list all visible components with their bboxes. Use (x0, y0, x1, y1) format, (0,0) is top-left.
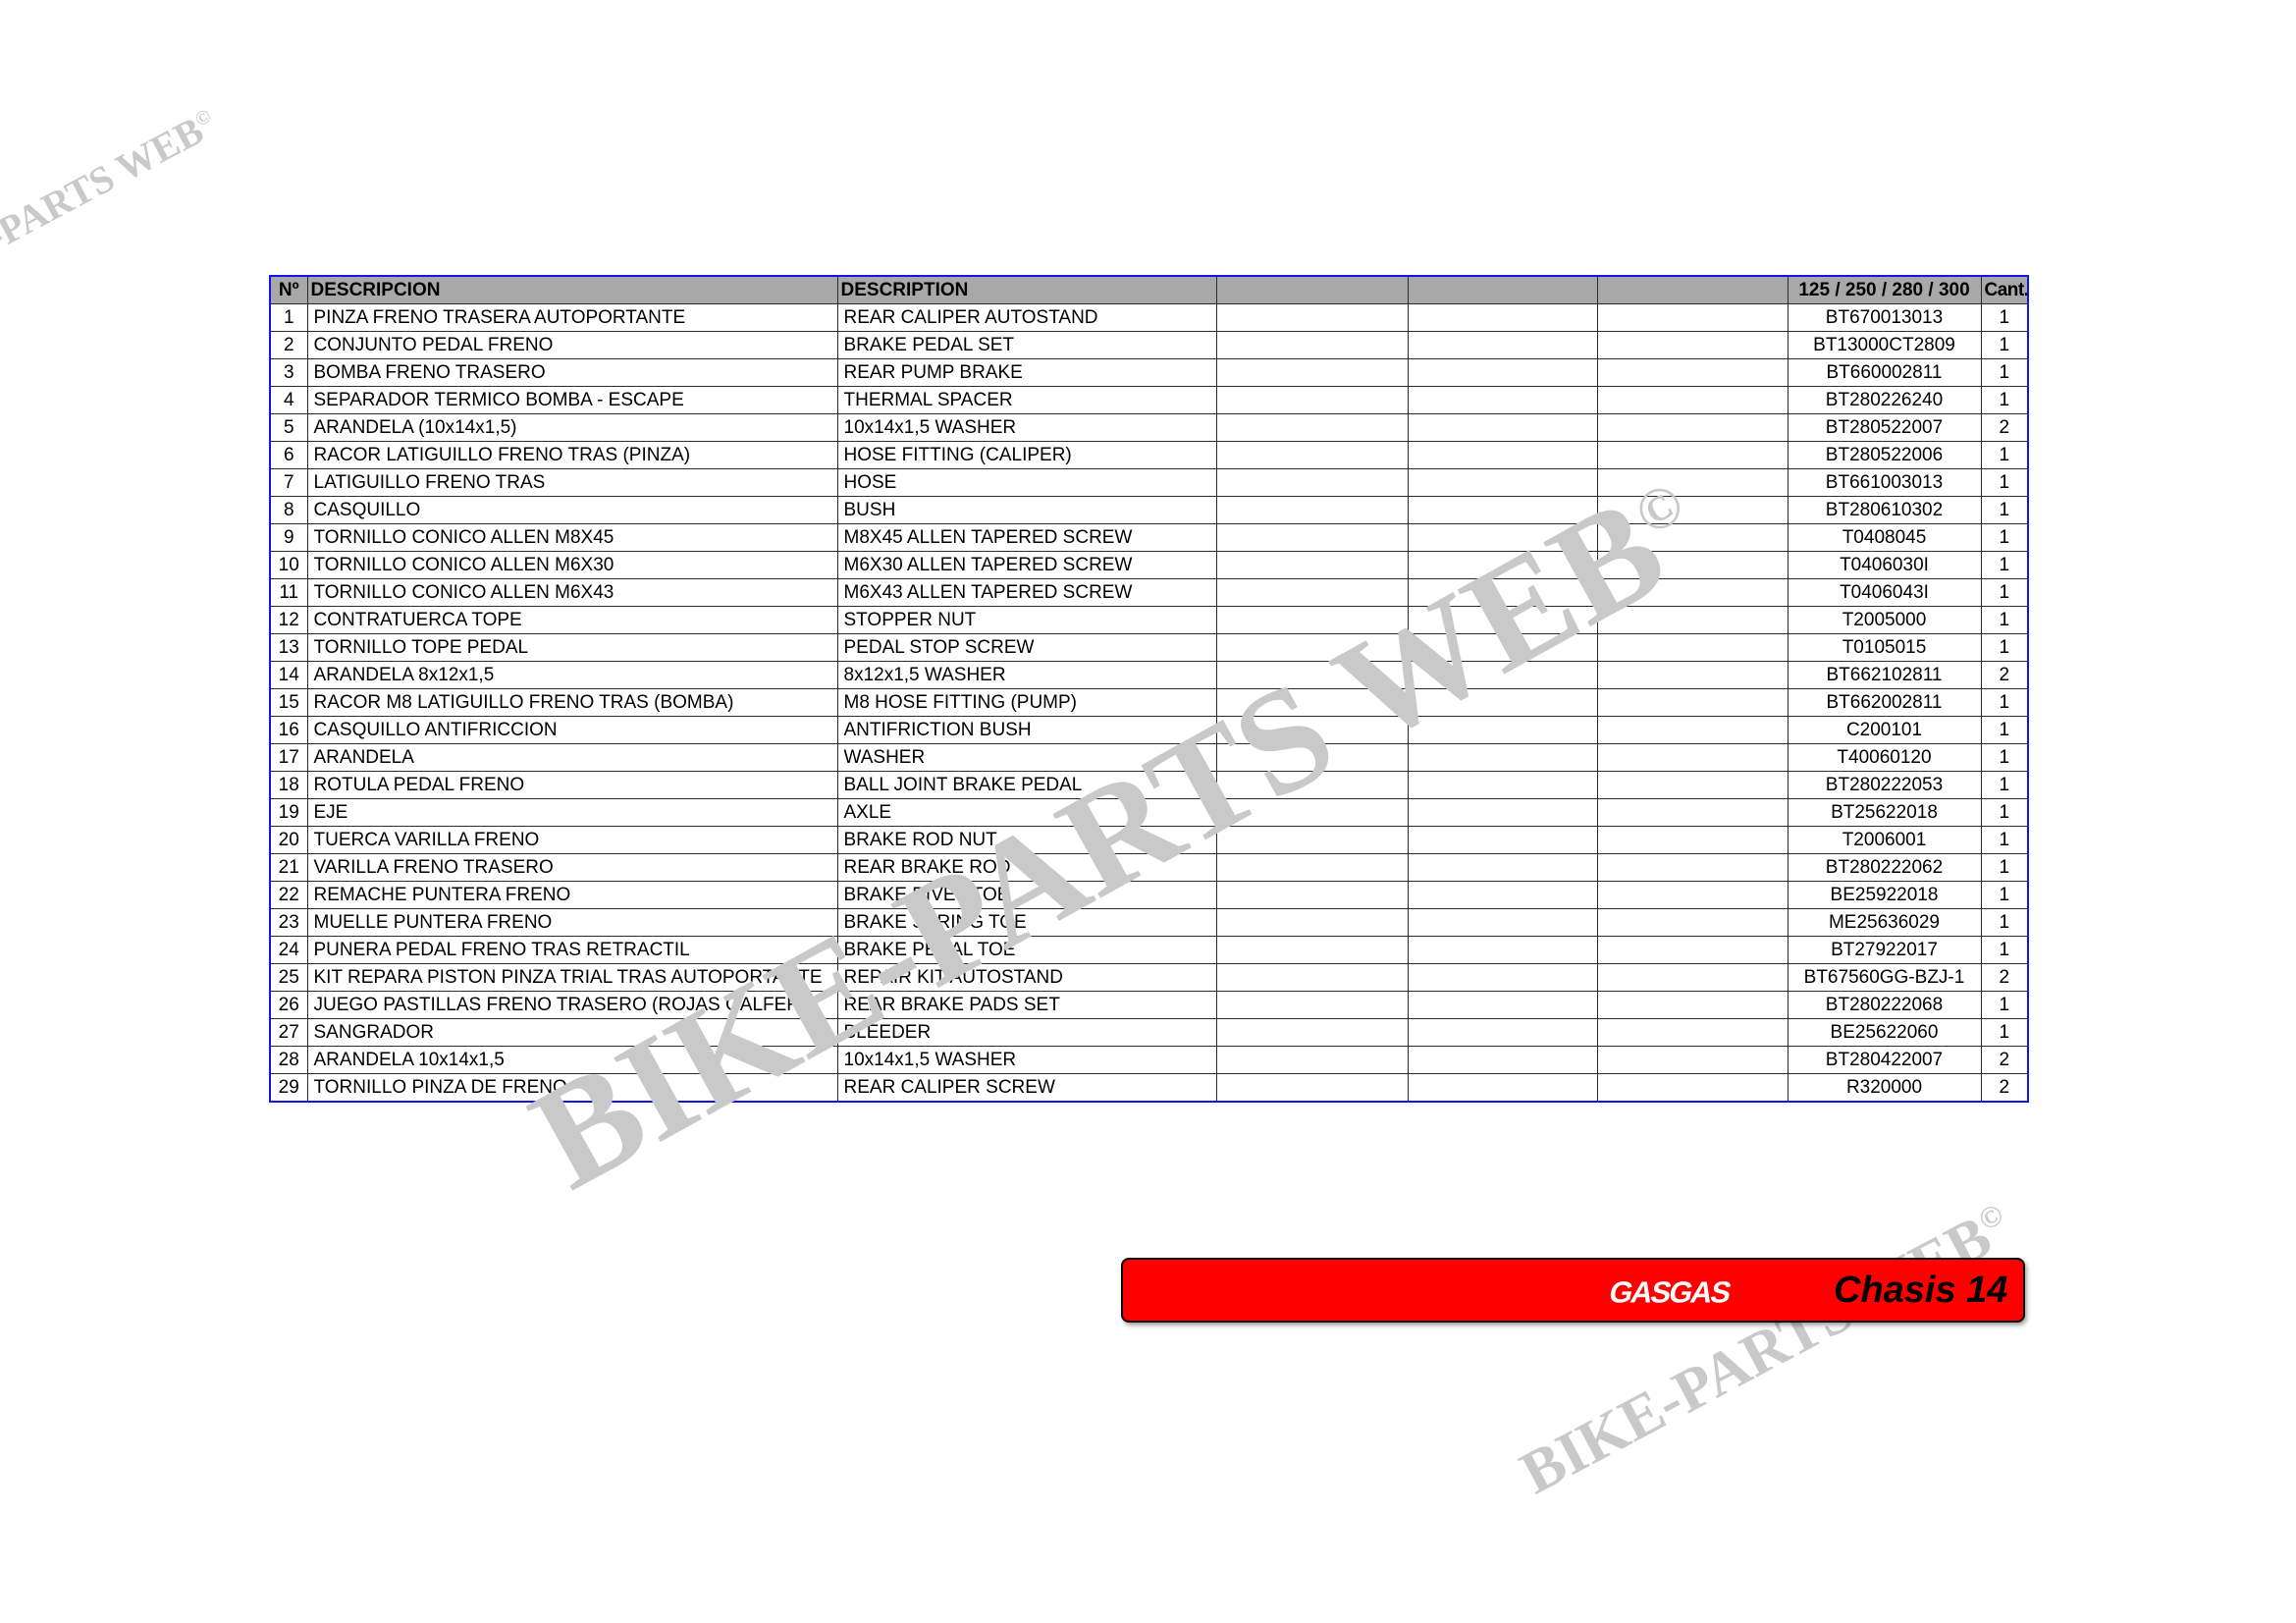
svg-text:GASGAS: GASGAS (1606, 1275, 1734, 1310)
